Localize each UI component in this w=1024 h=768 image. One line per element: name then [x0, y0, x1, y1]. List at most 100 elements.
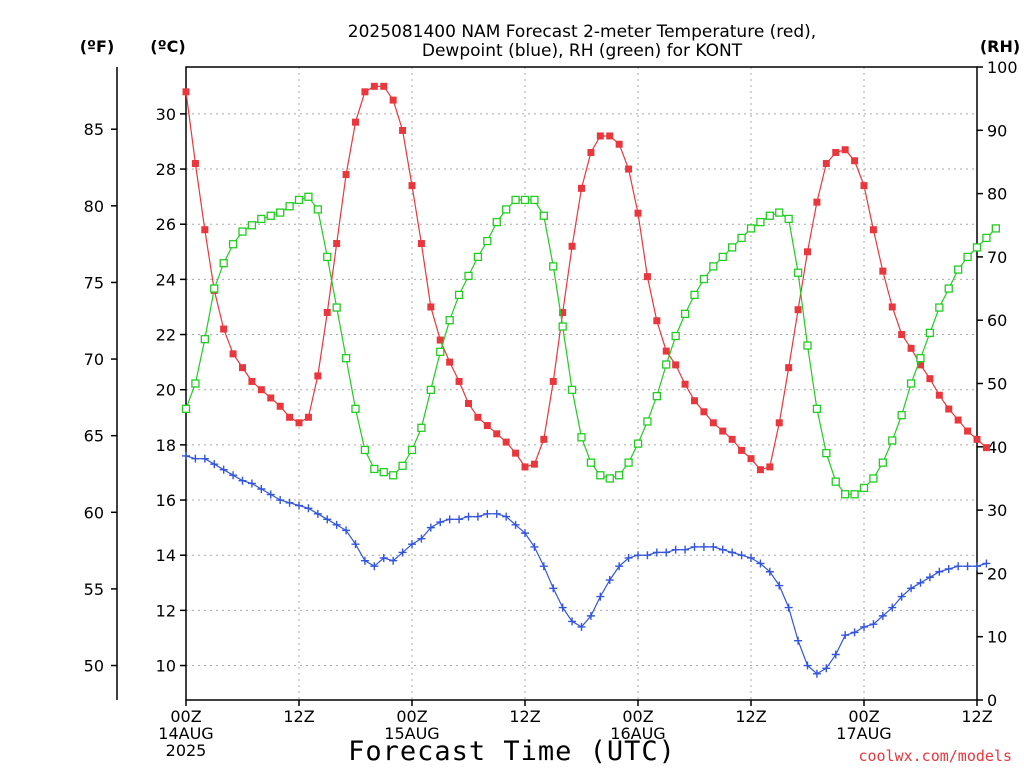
dewpoint-point: [464, 512, 473, 521]
temperature-point: [295, 419, 303, 427]
dewpoint-point: [935, 567, 944, 576]
temperature-point: [606, 132, 614, 140]
temperature-point: [578, 184, 585, 192]
temperature-point: [596, 132, 604, 140]
rh-point: [417, 423, 426, 432]
temperature-point: [898, 331, 906, 339]
dewpoint-point: [426, 523, 435, 532]
temperature-point: [304, 413, 312, 421]
x-tick-label: 12Z: [283, 707, 314, 726]
dewpoint-point: [831, 650, 840, 659]
rh-point: [492, 217, 501, 227]
rh-point: [982, 233, 991, 243]
temperature-point: [182, 88, 190, 96]
rh-point: [803, 341, 812, 350]
rh-tick-label: 20: [987, 564, 1007, 583]
temperature-point: [964, 427, 972, 435]
x-axis-title: Forecast Time (UTC): [348, 736, 676, 767]
temperature-point: [314, 372, 322, 380]
temperature-point: [220, 325, 228, 333]
rh-point: [370, 464, 379, 474]
dewpoint-point: [925, 573, 934, 582]
temperature-point: [455, 377, 463, 385]
rh-point: [539, 211, 548, 220]
dewpoint-point: [247, 479, 256, 488]
temperature-point: [653, 317, 661, 325]
temperature-point: [248, 377, 256, 385]
dewpoint-point: [370, 562, 379, 571]
dewpoint-point: [690, 542, 699, 551]
dewpoint-point: [718, 545, 727, 554]
dewpoint-point: [455, 515, 464, 524]
dewpoint-point: [803, 661, 812, 670]
rh-point: [454, 290, 464, 300]
dewpoint-point: [596, 592, 605, 601]
rh-point: [615, 471, 624, 480]
rh-point: [210, 284, 219, 293]
rh-point: [586, 458, 596, 467]
chart-title-line1: 2025081400 NAM Forecast 2-meter Temperat…: [348, 22, 816, 42]
celsius-tick-label: 20: [156, 381, 176, 400]
dewpoint-point: [360, 556, 369, 565]
x-tick-label: 12Z: [509, 707, 540, 726]
rh-point: [662, 360, 671, 369]
temperature-point: [615, 140, 623, 148]
rh-point: [991, 224, 1000, 233]
dewpoint-point: [671, 545, 680, 554]
temperature-point: [370, 82, 378, 90]
rh-point: [341, 354, 351, 363]
temperature-point: [662, 347, 670, 355]
dewpoint-point: [963, 562, 972, 571]
dewpoint-point: [841, 631, 850, 640]
rh-point: [944, 284, 953, 293]
rh-point: [652, 392, 661, 401]
temperature-point: [286, 413, 294, 421]
celsius-tick-label: 16: [156, 491, 176, 510]
celsius-tick-label: 14: [156, 546, 176, 565]
dewpoint-point: [794, 636, 803, 645]
rh-point: [464, 271, 473, 281]
x-tick-label: 00Z: [396, 707, 427, 726]
dewpoint-point: [219, 465, 228, 474]
dewpoint-point: [775, 581, 784, 590]
dewpoint-point: [549, 584, 558, 593]
temperature-point: [728, 435, 736, 443]
chart-title-line2: Dewpoint (blue), RH (green) for KONT: [422, 41, 743, 61]
temperature-point: [549, 377, 557, 385]
dewpoint-point: [737, 551, 746, 560]
rh-point: [709, 262, 718, 271]
rh-point: [765, 211, 774, 220]
temperature-point: [709, 419, 717, 427]
temperature-point: [879, 267, 887, 275]
temperature-point: [888, 303, 896, 311]
rh-point: [323, 252, 332, 262]
temperature-point: [747, 455, 755, 463]
x-tick-label: 12Z: [735, 707, 766, 726]
rh-point: [746, 224, 756, 233]
rh-point: [812, 404, 822, 413]
grid-lines: [186, 67, 977, 700]
temperature-point: [352, 118, 359, 126]
dewpoint-point: [586, 611, 595, 620]
rh-point: [558, 322, 567, 331]
dewpoint-point: [351, 540, 360, 549]
rh-point: [389, 471, 398, 480]
dewpoint-point: [379, 553, 388, 562]
dewpoint-point: [285, 498, 294, 507]
temperature-point: [634, 209, 642, 217]
temperature-point: [926, 375, 934, 383]
dewpoint-point: [869, 620, 878, 629]
dewpoint-point: [417, 534, 426, 543]
temperature-point: [408, 182, 416, 190]
temperature-point: [427, 303, 435, 311]
rh-point: [407, 445, 417, 455]
rh-point: [483, 236, 492, 246]
temperature-point: [587, 149, 595, 157]
rh-tick-label: 30: [987, 501, 1007, 520]
dewpoint-point: [878, 611, 887, 620]
celsius-tick-label: 30: [156, 105, 176, 124]
rh-point: [238, 227, 247, 236]
x-tick-label: 16AUG: [610, 724, 665, 743]
temperature-point: [785, 364, 793, 372]
